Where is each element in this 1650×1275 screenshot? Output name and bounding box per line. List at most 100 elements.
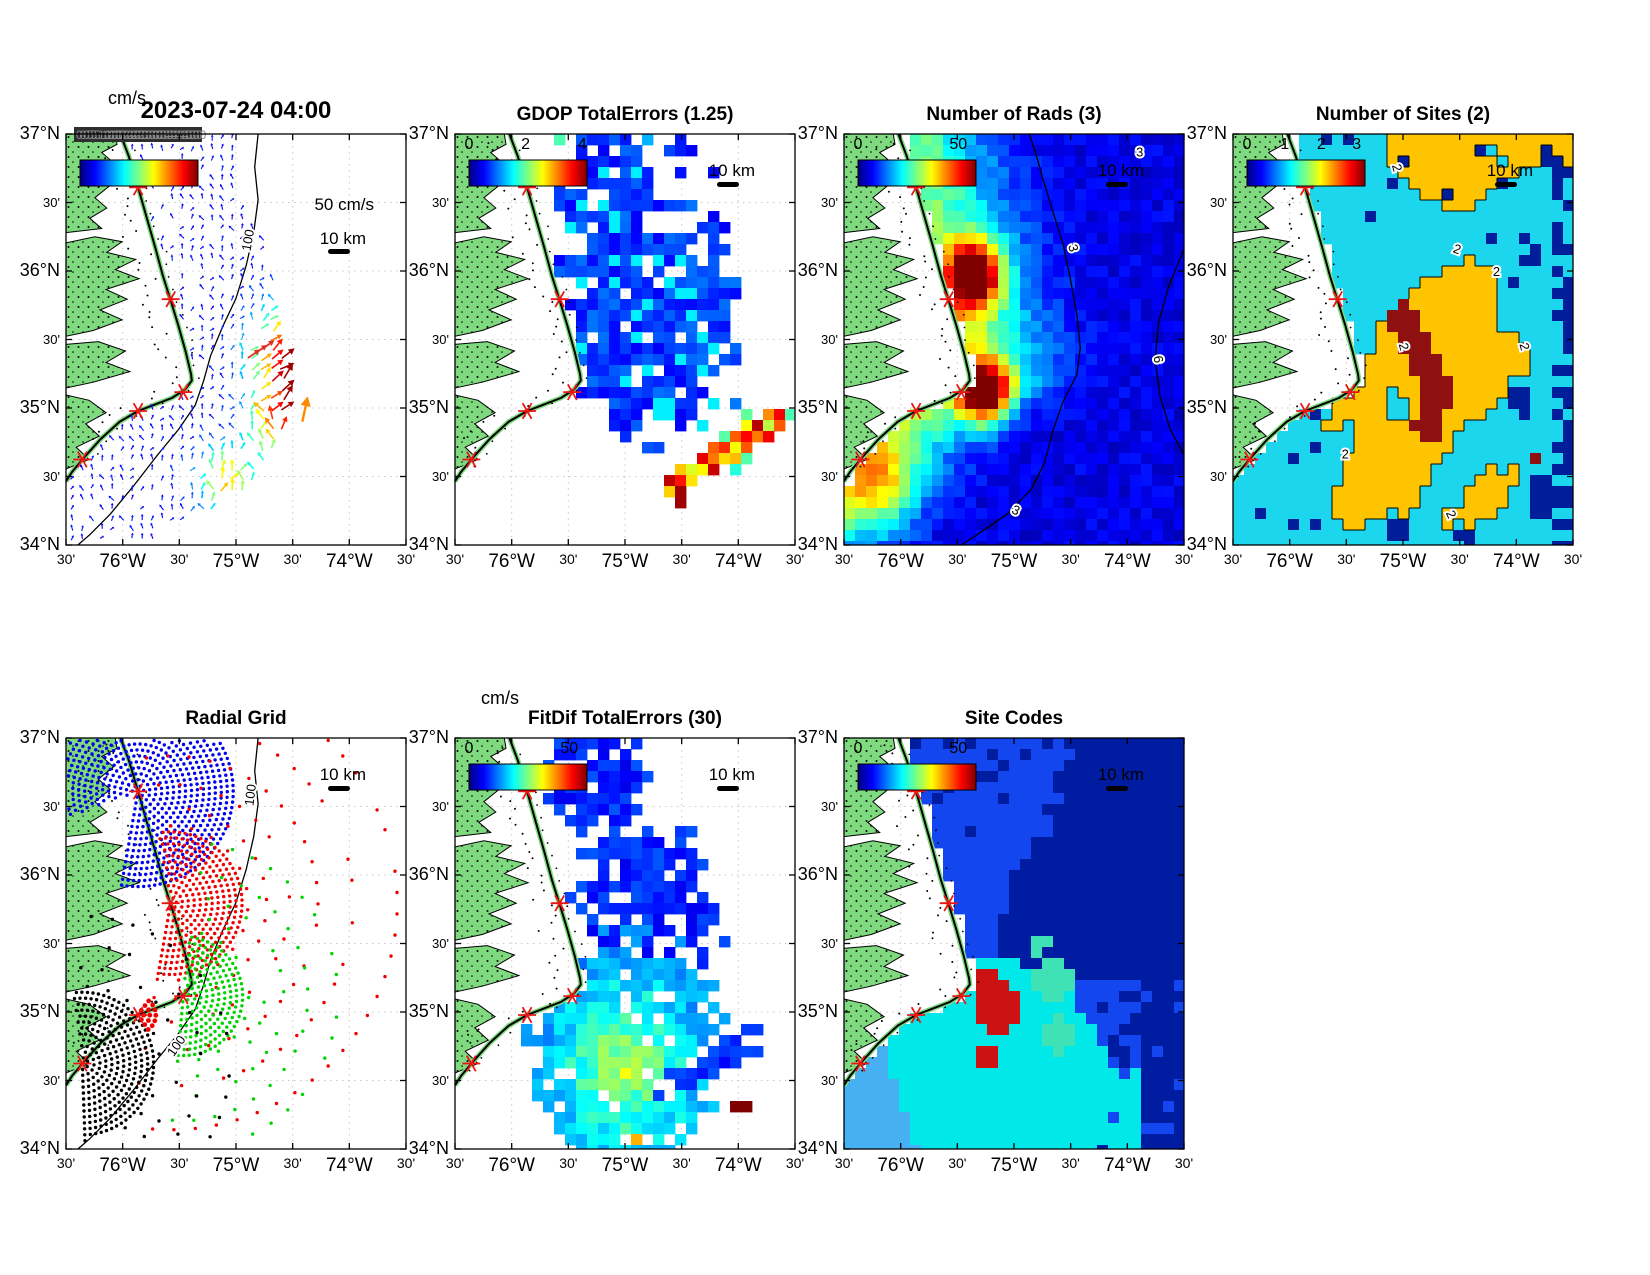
y-axis-tick-label: 37°N xyxy=(19,727,60,747)
scale-indicators: 10 km xyxy=(709,161,755,187)
panel-total-currents: 2023-07-24 04:00 cm/s 0 0 0 5 5 5 10 10 10 15 15 15… xyxy=(20,88,415,572)
heatmap xyxy=(521,738,764,1149)
y-axis-tick-label: 30' xyxy=(821,468,838,484)
y-axis-tick-label: 35°N xyxy=(797,397,838,417)
land xyxy=(455,738,587,1087)
vector-scale-label: 50 cm/s xyxy=(314,195,374,214)
x-axis-tick-label: 74°W xyxy=(714,551,762,572)
x-axis-tick-label: 74°W xyxy=(1103,551,1151,572)
y-axis-tick-label: 35°N xyxy=(797,1001,838,1021)
colorbar: 0005551010101515152020202525253030303535… xyxy=(74,127,207,187)
y-axis-tick-label: 30' xyxy=(432,798,449,814)
y-axis-tick-label: 30' xyxy=(432,468,449,484)
y-axis-tick-label: 36°N xyxy=(1186,260,1227,280)
x-axis-tick-label: 30' xyxy=(948,1155,967,1171)
svg-text:40: 40 xyxy=(168,128,182,142)
x-axis-tick-label: 75°W xyxy=(212,1155,260,1176)
colorbar-tick-label: 0 xyxy=(465,136,474,153)
svg-text:5: 5 xyxy=(91,128,98,142)
panel-title: Number of Rads (3) xyxy=(926,104,1102,125)
contour-label: 2 xyxy=(1342,447,1349,462)
x-axis-tick-label: 75°W xyxy=(601,1155,649,1176)
current-vectors xyxy=(70,134,311,541)
svg-text:30: 30 xyxy=(146,128,160,142)
y-axis-tick-label: 37°N xyxy=(797,727,838,747)
svg-text:10: 10 xyxy=(98,128,112,142)
x-axis-tick-label: 30' xyxy=(672,1155,691,1171)
distance-scale-bar xyxy=(328,249,350,254)
x-axis-tick-label: 30' xyxy=(785,1155,805,1171)
colorbar: 0 1 2 3 xyxy=(1243,136,1366,187)
svg-text:30: 30 xyxy=(149,128,163,142)
y-axis-tick-label: 34°N xyxy=(19,1138,60,1158)
x-axis-tick-label: 76°W xyxy=(1266,551,1313,572)
colorbar-tick-label: 50 xyxy=(560,740,578,757)
svg-text:35: 35 xyxy=(160,128,174,142)
y-axis-tick-label: 36°N xyxy=(19,864,60,884)
colorbar-tick-label: 0 xyxy=(854,740,863,757)
svg-text:35: 35 xyxy=(157,128,171,142)
panel-number-of-rads: Number of Rads (3) 0 50 10 km 3 3 6 3 37°N 30' 3… xyxy=(798,104,1193,572)
x-axis-tick-label: 30' xyxy=(1061,551,1080,567)
x-axis-tick-label: 30' xyxy=(1337,551,1356,567)
x-axis-tick-label: 76°W xyxy=(877,1155,924,1176)
svg-text:20: 20 xyxy=(120,128,134,142)
y-axis-tick-label: 30' xyxy=(821,935,838,951)
heatmap xyxy=(844,134,1184,545)
panel-title: Radial Grid xyxy=(185,708,287,729)
scale-indicators: 50 cm/s 10 km xyxy=(314,195,374,254)
axes-frame xyxy=(843,133,1185,546)
panel-title: 2023-07-24 04:00 xyxy=(140,97,332,124)
x-axis-tick-label: 74°W xyxy=(714,1155,762,1176)
y-axis-tick-label: 30' xyxy=(43,194,60,210)
heatmap xyxy=(554,134,795,509)
radar-site-markers xyxy=(851,179,971,468)
colorbar-units-label: cm/s xyxy=(108,88,146,108)
distance-scale-label: 10 km xyxy=(1487,161,1533,180)
scale-indicators: 10 km xyxy=(320,765,366,791)
land xyxy=(844,738,980,1087)
y-axis-tick-label: 34°N xyxy=(797,534,838,554)
x-axis-tick-label: 75°W xyxy=(990,1155,1038,1176)
x-axis-tick-label: 74°W xyxy=(1492,551,1540,572)
svg-text:40: 40 xyxy=(164,128,178,142)
panel-fitdif-total-errors: FitDif TotalErrors (30) cm/s 0 50 10 km 37… xyxy=(409,688,804,1176)
distance-scale-label: 10 km xyxy=(1098,765,1144,784)
x-axis-tick-label: 30' xyxy=(1174,1155,1194,1171)
y-axis-tick-label: 30' xyxy=(43,935,60,951)
y-axis-tick-label: 30' xyxy=(432,331,449,347)
svg-text:5: 5 xyxy=(94,128,101,142)
radial-grid-dots xyxy=(66,738,399,1143)
svg-text:0: 0 xyxy=(76,128,83,142)
axes-frame xyxy=(65,133,407,546)
scale-indicators: 10 km xyxy=(1487,161,1533,187)
x-axis-tick-label: 76°W xyxy=(877,551,924,572)
axes-frame xyxy=(454,737,796,1150)
panel-site-codes: Site Codes 0 50 10 km 37°N 30' 36°N 30' 35°N 30… xyxy=(798,708,1193,1176)
x-axis-tick-label: 76°W xyxy=(488,551,535,572)
x-axis-tick-label: 30' xyxy=(396,551,416,567)
distance-scale-label: 10 km xyxy=(320,765,366,784)
colorbar: 0 50 xyxy=(854,136,977,187)
y-axis-tick-label: 30' xyxy=(43,331,60,347)
y-axis-tick-label: 35°N xyxy=(19,397,60,417)
svg-text:10: 10 xyxy=(105,128,119,142)
scale-indicators: 10 km xyxy=(1098,161,1144,187)
map-content xyxy=(844,738,1184,1149)
y-axis-tick-label: 36°N xyxy=(797,260,838,280)
colorbar-tick-label: 4 xyxy=(578,136,587,153)
svg-text:45: 45 xyxy=(179,128,193,142)
panel-radial-grid: Radial Grid 10 km 100 100 37°N 30' 36°N 30' 35… xyxy=(20,708,415,1176)
x-axis-tick-label: 74°W xyxy=(325,1155,373,1176)
y-axis-tick-label: 30' xyxy=(1210,468,1227,484)
distance-scale-bar xyxy=(717,182,739,187)
distance-scale-bar xyxy=(1495,182,1517,187)
map-content xyxy=(66,738,406,1149)
y-axis-tick-label: 37°N xyxy=(408,123,449,143)
x-axis-tick-label: 75°W xyxy=(212,551,260,572)
contour-line xyxy=(1154,248,1184,455)
x-axis-tick-label: 30' xyxy=(170,551,189,567)
y-axis-tick-label: 30' xyxy=(432,1072,449,1088)
contour-label: 100 xyxy=(239,228,258,252)
